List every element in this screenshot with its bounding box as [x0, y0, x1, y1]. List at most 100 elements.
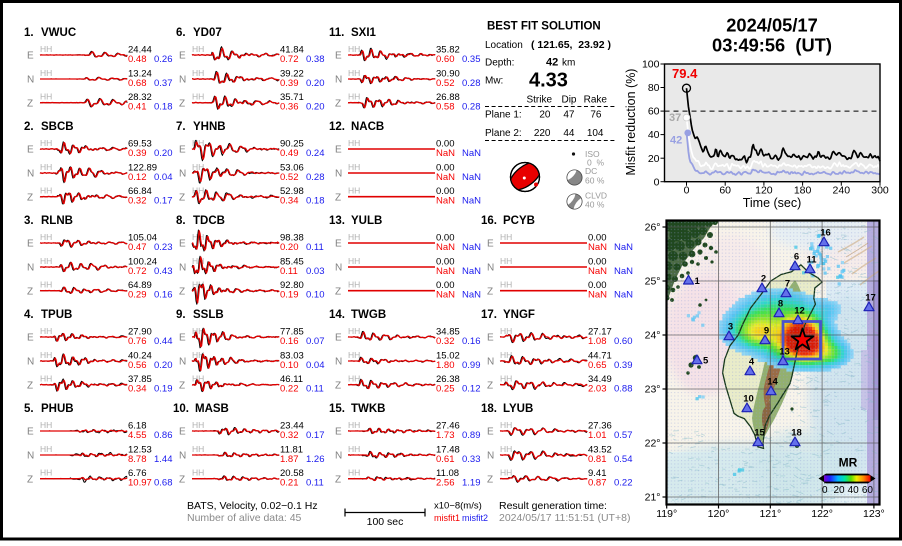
svg-text:20: 20 — [539, 110, 551, 121]
svg-text:E: E — [27, 51, 34, 62]
svg-text:0.16: 0.16 — [280, 336, 299, 347]
svg-text:12.: 12. — [329, 121, 345, 133]
svg-text:0.44: 0.44 — [154, 336, 173, 347]
svg-text:HH: HH — [40, 68, 52, 78]
svg-text:E: E — [27, 333, 34, 344]
svg-text:5: 5 — [703, 356, 709, 367]
svg-text:YNGF: YNGF — [503, 309, 535, 321]
svg-text:Z: Z — [335, 286, 341, 297]
svg-text:42: 42 — [670, 135, 682, 147]
svg-text:11.81: 11.81 — [280, 445, 303, 456]
svg-text:0.22: 0.22 — [614, 478, 633, 489]
svg-text:11.08: 11.08 — [436, 468, 459, 479]
svg-text:NaN: NaN — [588, 290, 607, 301]
svg-text:HH: HH — [192, 326, 204, 336]
svg-text:Z: Z — [335, 192, 341, 203]
svg-text:E: E — [27, 427, 34, 438]
svg-text:122°: 122° — [811, 508, 833, 520]
svg-text:0.99: 0.99 — [462, 360, 481, 371]
svg-text:1.01: 1.01 — [588, 430, 607, 441]
svg-text:0.43: 0.43 — [154, 266, 173, 277]
svg-text:km: km — [562, 58, 575, 69]
svg-text:0.76: 0.76 — [128, 336, 147, 347]
svg-text:E: E — [335, 239, 342, 250]
svg-text:1.73: 1.73 — [436, 430, 455, 441]
svg-text:9: 9 — [764, 326, 769, 337]
svg-text:N: N — [179, 263, 186, 274]
svg-text:HH: HH — [500, 420, 512, 430]
svg-text:26°: 26° — [645, 222, 661, 234]
svg-text:100: 100 — [642, 59, 660, 71]
svg-text:105.04: 105.04 — [128, 233, 157, 244]
svg-text:98.38: 98.38 — [280, 233, 304, 244]
svg-text:0.52: 0.52 — [436, 78, 455, 89]
svg-text:NaN: NaN — [614, 242, 633, 253]
svg-text:HH: HH — [500, 280, 512, 290]
svg-text:100 sec: 100 sec — [367, 516, 404, 528]
svg-text:6: 6 — [794, 252, 799, 263]
svg-text:E: E — [487, 239, 494, 250]
svg-text:0.58: 0.58 — [436, 102, 455, 113]
svg-text:0.00: 0.00 — [436, 186, 455, 197]
svg-text:0.22: 0.22 — [280, 384, 299, 395]
svg-text:HH: HH — [500, 444, 512, 454]
svg-text:HH: HH — [348, 186, 360, 196]
svg-text:13.24: 13.24 — [128, 69, 152, 80]
svg-text:0.00: 0.00 — [588, 280, 607, 291]
svg-text:0.87: 0.87 — [588, 478, 607, 489]
svg-text:40.24: 40.24 — [128, 351, 152, 362]
svg-text:Z: Z — [335, 380, 341, 391]
svg-text:122.89: 122.89 — [128, 163, 157, 174]
svg-text:1.44: 1.44 — [154, 454, 173, 465]
svg-text:28.32: 28.32 — [128, 92, 152, 103]
svg-text:7.: 7. — [176, 121, 186, 133]
svg-text:11.: 11. — [329, 27, 344, 39]
svg-text:0.41: 0.41 — [128, 102, 147, 113]
svg-text:37.85: 37.85 — [128, 374, 152, 385]
svg-text:HH: HH — [192, 420, 204, 430]
svg-text:HH: HH — [500, 350, 512, 360]
svg-text:HH: HH — [348, 420, 360, 430]
svg-text:HH: HH — [348, 232, 360, 242]
svg-text:0.10: 0.10 — [306, 290, 325, 301]
svg-text:HH: HH — [40, 232, 52, 242]
svg-text:24°: 24° — [645, 330, 661, 342]
svg-text:NaN: NaN — [462, 172, 481, 183]
svg-text:HH: HH — [192, 68, 204, 78]
svg-text:5.: 5. — [24, 403, 34, 415]
svg-text:0.49: 0.49 — [280, 148, 299, 159]
svg-text:0.17: 0.17 — [154, 196, 173, 207]
svg-text:44: 44 — [563, 128, 575, 139]
svg-text:NaN: NaN — [588, 266, 607, 277]
svg-text:SSLB: SSLB — [193, 309, 224, 321]
svg-text:12: 12 — [794, 306, 805, 317]
svg-text:9.41: 9.41 — [588, 468, 607, 479]
svg-text:PHUB: PHUB — [41, 403, 74, 415]
svg-text:0.04: 0.04 — [154, 172, 173, 183]
svg-text:0.00: 0.00 — [436, 257, 455, 268]
svg-text:HH: HH — [40, 468, 52, 478]
svg-text:CLVD: CLVD — [585, 191, 607, 201]
svg-text:0.29: 0.29 — [128, 290, 147, 301]
svg-text:x10−8(m/s): x10−8(m/s) — [434, 501, 482, 512]
svg-text:220: 220 — [534, 128, 551, 139]
svg-text:1: 1 — [695, 276, 701, 287]
svg-text:Mw:: Mw: — [485, 76, 503, 87]
svg-text:0.10: 0.10 — [280, 360, 299, 371]
svg-text:HH: HH — [192, 374, 204, 384]
svg-text:HH: HH — [348, 138, 360, 148]
svg-text:Location: Location — [485, 40, 523, 51]
svg-text:misfit1: misfit1 — [434, 513, 460, 523]
svg-text:Z: Z — [27, 286, 33, 297]
svg-text:35.71: 35.71 — [280, 92, 304, 103]
svg-text:20: 20 — [648, 153, 660, 165]
svg-text:0.72: 0.72 — [128, 266, 147, 277]
svg-text:0.11: 0.11 — [280, 266, 298, 277]
svg-text:MR: MR — [839, 456, 858, 470]
svg-text:2: 2 — [761, 274, 766, 285]
svg-text:HH: HH — [348, 280, 360, 290]
svg-text:HH: HH — [500, 232, 512, 242]
svg-text:HH: HH — [40, 186, 52, 196]
svg-text:DC: DC — [585, 166, 597, 176]
svg-text:misfit2: misfit2 — [462, 513, 488, 523]
